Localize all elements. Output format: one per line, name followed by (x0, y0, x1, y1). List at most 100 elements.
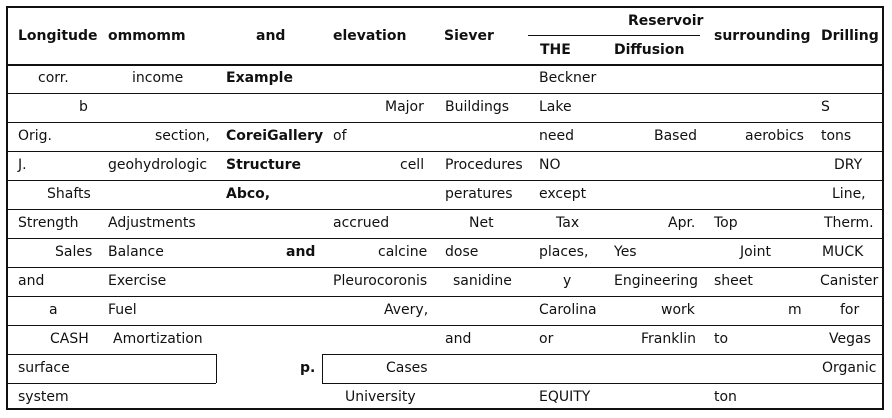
table-cell: S (821, 99, 830, 115)
table-cell: of (333, 128, 347, 144)
table-cell: NO (539, 157, 561, 173)
table-cell: m (788, 302, 802, 318)
table-cell: Top (714, 215, 738, 231)
table-cell: Tax (556, 215, 580, 231)
table-cell: and (445, 331, 472, 347)
table-cell: Line, (832, 186, 866, 202)
table-cell: Franklin (641, 331, 697, 347)
table-cell: need (539, 128, 574, 144)
table-cell: Procedures (445, 157, 523, 173)
row-divider (6, 325, 884, 326)
row-divider (6, 383, 216, 384)
column-divider (322, 354, 323, 383)
table-cell: MUCK (822, 244, 864, 260)
table-cell: peratures (445, 186, 513, 202)
row-divider (6, 122, 884, 123)
table-cell: Net (469, 215, 494, 231)
table-cell: Cases (386, 360, 428, 376)
table-cell: Shafts (47, 186, 91, 202)
table-cell: and (18, 273, 45, 289)
table-cell: University (345, 389, 416, 405)
table-cell: Lake (539, 99, 572, 115)
row-divider (6, 354, 216, 355)
table-cell: Vegas (829, 331, 871, 347)
table-cell: aerobics (745, 128, 804, 144)
table-cell: J. (18, 157, 27, 173)
header-rule (6, 64, 884, 66)
table-cell: Adjustments (108, 215, 196, 231)
table-cell: Apr. (668, 215, 696, 231)
table-cell: accrued (333, 215, 390, 231)
table-cell: b (79, 99, 88, 115)
table-cell: CoreiGallery (226, 128, 324, 144)
table-cell: income (132, 70, 184, 86)
header-siever: Siever (444, 28, 494, 44)
row-divider (6, 209, 884, 210)
table-cell: Fuel (108, 302, 137, 318)
header-drilling: Drilling (821, 28, 879, 44)
table-cell: Pleurocoronis (333, 273, 428, 289)
header-surrounding: surrounding (714, 28, 811, 44)
table-cell: geohydrologic (108, 157, 208, 173)
table-cell: section, (155, 128, 210, 144)
table-cell: calcine (378, 244, 428, 260)
reservoir-underline (528, 35, 700, 36)
table-cell: places, (539, 244, 589, 260)
row-divider (6, 238, 884, 239)
table-cell: Orig. (18, 128, 53, 144)
table-cell: for (840, 302, 860, 318)
table-cell: p. (300, 360, 316, 376)
table-cell: Therm. (824, 215, 874, 231)
table-cell: a (49, 302, 58, 318)
header-diffusion: Diffusion (614, 42, 685, 58)
table-cell: Strength (18, 215, 79, 231)
table-cell: surface (18, 360, 70, 376)
table-frame (6, 6, 884, 410)
row-divider (6, 93, 884, 94)
header-ommomm: ommomm (108, 28, 186, 44)
table-cell: and (286, 244, 316, 260)
table-cell: Balance (108, 244, 164, 260)
table-cell: system (18, 389, 69, 405)
table-cell: Beckner (539, 70, 597, 86)
table-cell: cell (400, 157, 425, 173)
header-longitude: Longitude (18, 28, 98, 44)
table-cell: sanidine (453, 273, 512, 289)
table-cell: to (714, 331, 729, 347)
table-cell: Major (385, 99, 424, 115)
table-cell: Amortization (113, 331, 203, 347)
row-divider (6, 296, 884, 297)
column-divider (216, 354, 217, 383)
table-cell: Sales (55, 244, 93, 260)
row-divider (6, 267, 884, 268)
row-divider (6, 151, 884, 152)
table-cell: Organic (822, 360, 877, 376)
row-divider (322, 383, 884, 384)
table-cell: EQUITY (539, 389, 591, 405)
table-cell: corr. (38, 70, 69, 86)
table-cell: Structure (226, 157, 302, 173)
header-reservoir: Reservoir (628, 13, 704, 29)
table-cell: except (539, 186, 587, 202)
table-cell: Buildings (445, 99, 510, 115)
table-cell: y (563, 273, 572, 289)
table-cell: Abco, (226, 186, 271, 202)
table-cell: Avery, (384, 302, 429, 318)
table-cell: Canister (820, 273, 879, 289)
table-cell: Yes (614, 244, 637, 260)
table-cell: DRY (834, 157, 863, 173)
header-elevation: elevation (333, 28, 407, 44)
table-cell: CASH (50, 331, 89, 347)
table-cell: Based (654, 128, 697, 144)
table-cell: sheet (714, 273, 753, 289)
table-cell: Carolina (539, 302, 597, 318)
table-cell: tons (821, 128, 852, 144)
table-cell: ton (714, 389, 737, 405)
row-divider (6, 180, 884, 181)
header-and: and (256, 28, 286, 44)
table-cell: work (661, 302, 695, 318)
table-cell: Engineering (614, 273, 698, 289)
table-cell: dose (445, 244, 479, 260)
table-cell: Example (226, 70, 293, 86)
table-cell: Joint (740, 244, 771, 260)
